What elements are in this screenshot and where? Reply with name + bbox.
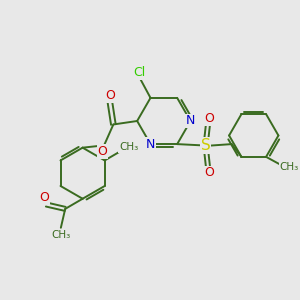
Text: N: N: [186, 115, 195, 128]
Text: O: O: [105, 89, 115, 102]
Text: CH₃: CH₃: [51, 230, 70, 240]
Text: N: N: [146, 138, 155, 151]
Text: S: S: [201, 138, 211, 153]
Text: Cl: Cl: [133, 66, 145, 79]
Text: O: O: [204, 112, 214, 125]
Text: CH₃: CH₃: [119, 142, 138, 152]
Text: CH₃: CH₃: [280, 162, 299, 172]
Text: O: O: [39, 191, 49, 204]
Text: O: O: [98, 145, 108, 158]
Text: O: O: [204, 166, 214, 179]
